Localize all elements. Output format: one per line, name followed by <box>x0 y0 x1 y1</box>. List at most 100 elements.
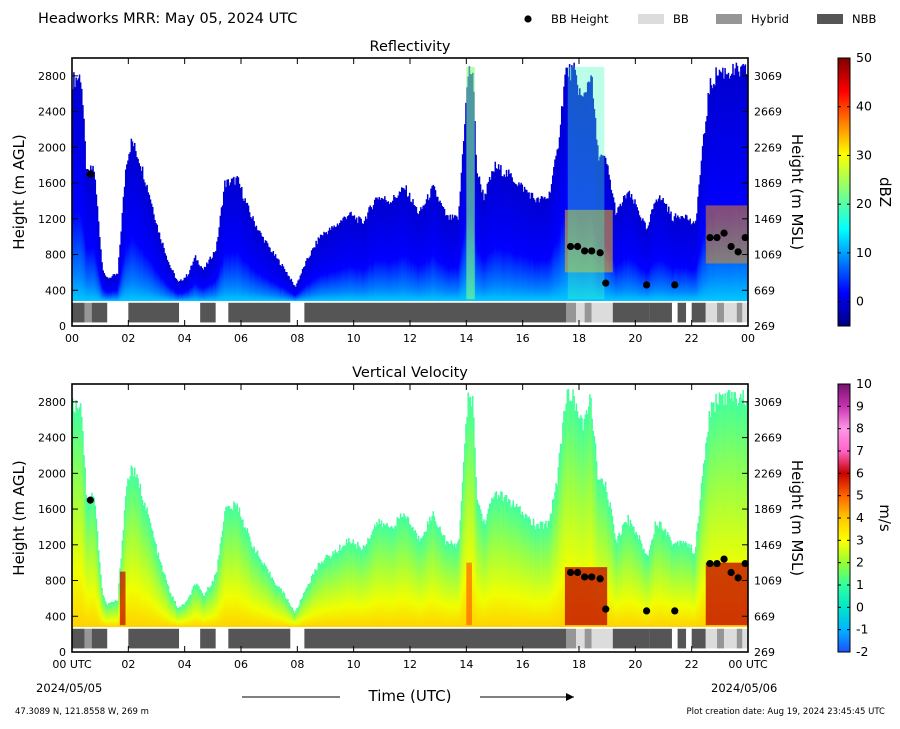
field-column <box>675 217 678 301</box>
panel-title: Vertical Velocity <box>352 365 468 381</box>
field-column <box>179 606 181 627</box>
field-column <box>585 410 588 627</box>
field-column <box>499 497 501 627</box>
field-column <box>295 286 297 301</box>
field-column <box>307 258 309 301</box>
field-column <box>109 602 111 627</box>
field-column <box>593 436 596 627</box>
field-column <box>369 538 371 627</box>
field-column <box>639 540 642 627</box>
y2-tick-label: 669 <box>754 610 775 623</box>
field-column <box>496 499 499 627</box>
y2-tick-label: 269 <box>754 320 775 333</box>
bb-height-point <box>713 233 721 242</box>
field-column <box>222 191 225 301</box>
field-column <box>615 214 617 301</box>
field-column <box>719 71 722 301</box>
field-column <box>414 206 417 301</box>
field-column <box>546 198 548 301</box>
field-column <box>81 416 83 627</box>
field-column <box>669 536 671 627</box>
field-column <box>233 501 235 627</box>
field-column <box>612 524 615 627</box>
field-column <box>422 205 424 301</box>
field-column <box>479 184 482 301</box>
field-column <box>624 195 626 301</box>
field-column <box>231 178 234 301</box>
field-column <box>548 191 551 301</box>
field-column <box>399 192 402 301</box>
field-column <box>400 187 403 301</box>
location-label: 47.3089 N, 121.8558 W, 269 m <box>15 707 149 717</box>
field-column <box>651 209 653 301</box>
field-column <box>261 562 263 627</box>
field-column <box>256 550 259 627</box>
field-column <box>405 185 408 301</box>
field-column <box>251 218 253 301</box>
field-column <box>292 284 295 301</box>
field-column <box>487 181 490 301</box>
field-column <box>99 237 101 301</box>
field-column <box>695 220 697 301</box>
y2-tick-label: 2269 <box>754 467 782 480</box>
field-column <box>539 198 542 301</box>
field-column <box>126 164 128 301</box>
field-column <box>450 540 453 627</box>
y-tick-label: 1200 <box>38 213 66 226</box>
field-column <box>642 218 644 301</box>
field-column <box>182 604 184 627</box>
field-column <box>203 266 206 301</box>
field-column <box>395 197 397 301</box>
field-column <box>376 522 378 627</box>
field-column <box>545 199 547 301</box>
field-column <box>506 502 509 627</box>
field-column <box>340 220 342 301</box>
field-column <box>690 224 693 301</box>
field-column <box>273 582 276 627</box>
field-column <box>456 216 458 301</box>
field-column <box>571 65 573 301</box>
field-column <box>542 198 545 301</box>
field-column <box>306 258 308 301</box>
field-column <box>722 393 724 627</box>
y-tick-label: 400 <box>45 284 66 297</box>
field-column <box>115 601 118 627</box>
field-column <box>460 501 463 627</box>
field-column <box>668 206 670 301</box>
field-column <box>702 463 705 627</box>
field-column <box>123 510 126 627</box>
field-column <box>226 179 228 301</box>
field-column <box>219 543 222 627</box>
field-column <box>657 528 660 627</box>
field-column <box>479 509 482 627</box>
field-column <box>681 543 684 627</box>
x-tick-label: 22 <box>685 332 699 345</box>
field-column <box>263 562 266 627</box>
field-column <box>271 577 273 627</box>
field-column <box>654 521 657 627</box>
field-column <box>729 398 732 627</box>
band-segment-hybrid <box>717 628 725 649</box>
field-column <box>451 543 454 627</box>
field-column <box>391 200 394 301</box>
field-column <box>370 207 373 301</box>
field-column <box>698 184 700 301</box>
field-column <box>626 524 628 627</box>
field-column <box>588 81 590 301</box>
band-segment-nbb <box>228 302 291 323</box>
field-column <box>526 515 528 627</box>
field-column <box>99 562 101 627</box>
field-column <box>339 222 341 301</box>
field-column <box>610 508 613 627</box>
field-column <box>159 239 162 301</box>
field-column <box>560 443 563 627</box>
field-column <box>558 452 561 627</box>
y-tick-label: 800 <box>45 575 66 588</box>
field-column <box>77 78 80 301</box>
start-date-label: 2024/05/05 <box>36 681 102 695</box>
field-column <box>368 539 370 627</box>
field-column <box>200 266 202 301</box>
field-column <box>308 257 311 301</box>
field-column <box>455 547 457 627</box>
field-column <box>726 392 729 627</box>
